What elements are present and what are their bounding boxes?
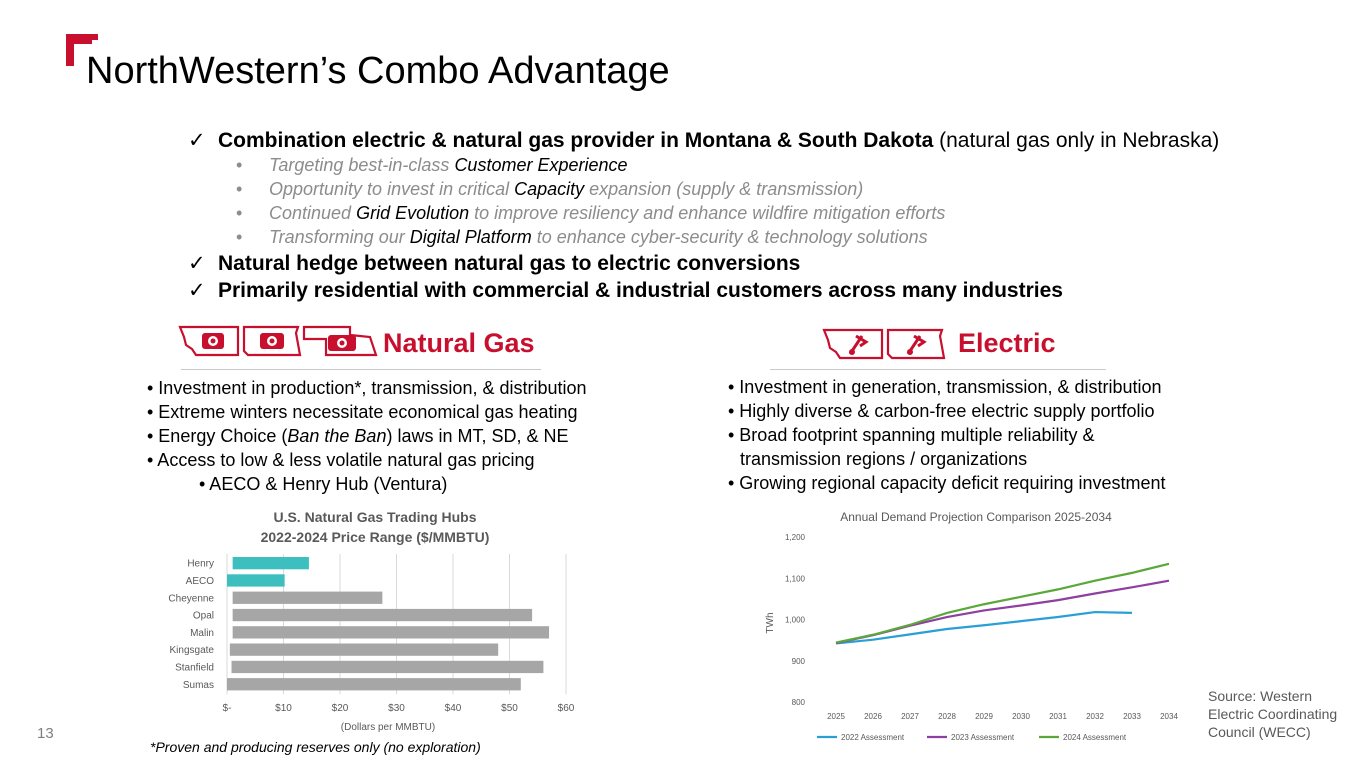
el-bullet-cont: transmission regions / organizations (740, 449, 1028, 469)
natural-gas-state-icons (178, 325, 378, 357)
south-dakota-gas-icon (242, 325, 302, 357)
checklist-item: ✓ Natural hedge between natural gas to el… (188, 252, 801, 275)
category-label: AECO (186, 576, 215, 587)
el-bullet: • Growing regional capacity deficit requ… (728, 473, 1166, 493)
montana-gas-icon (178, 325, 240, 357)
page-number: 13 (37, 725, 54, 742)
ng-bullet: • Energy Choice (Ban the Ban) laws in MT… (147, 426, 569, 446)
chart-title: Annual Demand Projection Comparison 2025… (840, 510, 1112, 524)
brand-corner-mark (66, 34, 98, 66)
x-tick-label: $30 (388, 703, 405, 714)
el-bullet: • Broad footprint spanning multiple reli… (728, 425, 1095, 445)
category-label: Henry (187, 559, 214, 570)
checklist-item: ✓ Combination electric & natural gas prov… (188, 129, 1220, 152)
gas-hub-price-chart: U.S. Natural Gas Trading Hubs 2022-2024 … (168, 509, 575, 733)
category-label: Opal (193, 611, 214, 622)
check-icon: ✓ (188, 129, 206, 152)
el-bullet: • Highly diverse & carbon-free electric … (728, 401, 1155, 421)
x-tick-label: 2034 (1160, 712, 1178, 721)
footnote: *Proven and producing reserves only (no … (150, 739, 481, 755)
x-tick-label: $40 (445, 703, 462, 714)
category-label: Cheyenne (168, 593, 214, 604)
demand-projection-chart: Annual Demand Projection Comparison 2025… (765, 510, 1178, 742)
bar-sumas (227, 678, 521, 691)
y-tick-label: 1,000 (785, 616, 806, 625)
x-tick-label: $50 (501, 703, 518, 714)
y-tick-label: 1,200 (785, 533, 806, 542)
bar-opal (232, 608, 533, 622)
x-tick-label: $10 (275, 703, 292, 714)
bar-kingsgate (229, 643, 499, 656)
sub-bullet: • Targeting best-in-class Customer Experi… (236, 155, 628, 175)
el-bullet: • Investment in generation, transmission… (728, 377, 1162, 397)
x-tick-label: $60 (558, 703, 575, 714)
y-axis-label: TWh (765, 612, 776, 633)
x-tick-label: 2029 (975, 712, 993, 721)
x-tick-label: 2025 (827, 712, 845, 721)
legend-label: 2022 Assessment (841, 733, 905, 742)
x-tick-label: 2026 (864, 712, 882, 721)
x-tick-label: $- (223, 703, 232, 714)
bar-stanfield (231, 660, 544, 674)
ng-bullet: • Investment in production*, transmissio… (147, 378, 587, 398)
x-tick-label: 2032 (1086, 712, 1104, 721)
series-line (835, 562, 1170, 644)
bar-malin (232, 626, 550, 639)
x-tick-label: 2030 (1012, 712, 1030, 721)
bar-henry (232, 557, 309, 570)
bar-cheyenne (232, 591, 383, 604)
bar-aeco (227, 574, 285, 587)
category-label: Malin (190, 628, 214, 639)
nebraska-gas-icon (302, 325, 378, 357)
source-note: Source: Western Electric Coordinating Co… (1208, 688, 1338, 740)
category-label: Kingsgate (170, 645, 215, 656)
sub-bullet: • Continued Grid Evolution to improve res… (236, 203, 946, 223)
y-tick-label: 900 (792, 657, 806, 666)
montana-electric-icon (822, 328, 884, 360)
chart-title: U.S. Natural Gas Trading Hubs (273, 509, 476, 525)
x-tick-label: 2031 (1049, 712, 1067, 721)
series-line (835, 610, 1133, 645)
checklist-item: ✓ Primarily residential with commercial &… (188, 279, 1063, 302)
x-axis-label: (Dollars per MMBTU) (341, 722, 435, 733)
page-title: NorthWestern’s Combo Advantage (86, 50, 670, 92)
y-tick-label: 1,100 (785, 574, 806, 583)
bullet-icon: • (236, 203, 243, 223)
sub-bullet: • Transforming our Digital Platform to en… (236, 227, 928, 247)
section-divider (770, 369, 1106, 370)
legend-label: 2023 Assessment (951, 733, 1015, 742)
section-divider (181, 369, 541, 370)
sub-bullet: • Opportunity to invest in critical Capac… (236, 179, 864, 199)
electric-heading: Electric (958, 328, 1056, 358)
ng-bullet: • Access to low & less volatile natural … (147, 450, 535, 470)
electric-state-icons (822, 328, 946, 360)
check-icon: ✓ (188, 252, 206, 275)
bullet-icon: • (236, 155, 243, 175)
category-label: Sumas (183, 680, 214, 691)
chart-subtitle: 2022-2024 Price Range ($/MMBTU) (261, 529, 490, 545)
x-tick-label: 2033 (1123, 712, 1141, 721)
ng-sub-bullet: • AECO & Henry Hub (Ventura) (199, 474, 448, 494)
check-icon: ✓ (188, 279, 206, 302)
bullet-icon: • (236, 179, 243, 199)
x-tick-label: $20 (332, 703, 349, 714)
category-label: Stanfield (175, 662, 214, 673)
ng-bullet: • Extreme winters necessitate economical… (147, 402, 578, 422)
x-tick-label: 2028 (938, 712, 956, 721)
legend-label: 2024 Assessment (1063, 733, 1127, 742)
bullet-icon: • (236, 227, 243, 247)
natural-gas-heading: Natural Gas (383, 328, 535, 358)
south-dakota-electric-icon (886, 328, 946, 360)
x-tick-label: 2027 (901, 712, 919, 721)
y-tick-label: 800 (792, 698, 806, 707)
